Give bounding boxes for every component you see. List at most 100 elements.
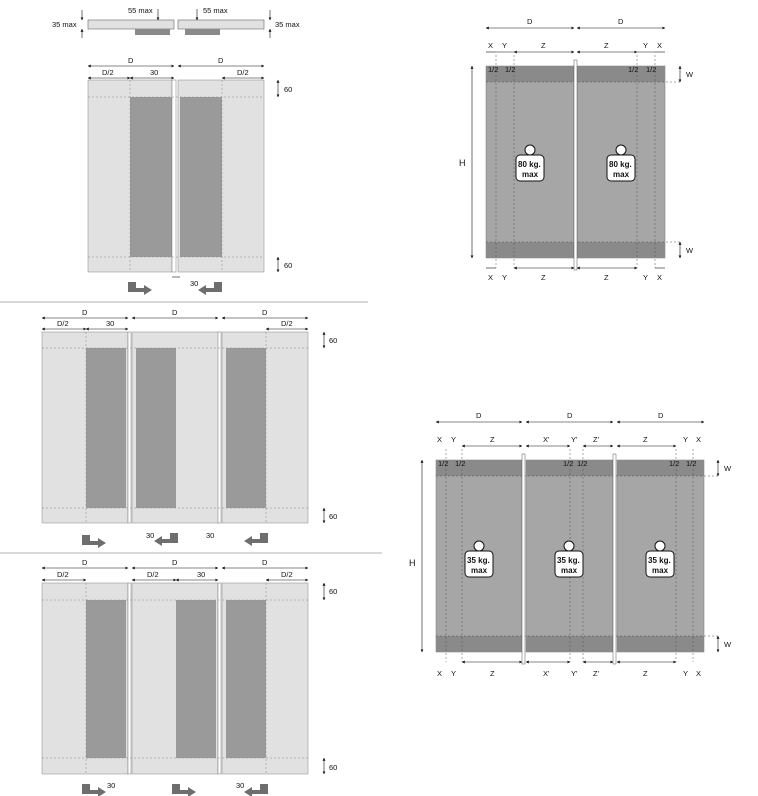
dim-X-r4: X [657, 273, 662, 282]
dim-D-c3: D [262, 558, 268, 567]
dim-30-c2: 30 [107, 781, 115, 790]
dim-Z-s4: Z [643, 669, 648, 678]
dim-Z2-s: Z' [593, 435, 600, 444]
dim-D-a2: D [218, 56, 224, 65]
weight-unit-s1: max [471, 566, 488, 575]
dim-60-c-bot: 60 [329, 763, 337, 772]
tick-s5: 1/2 [669, 459, 679, 468]
dim-Z-s1: Z [490, 435, 495, 444]
slide-left-arrow-icon-b1 [154, 533, 178, 546]
tick-s6: 1/2 [686, 459, 696, 468]
tick-s4: 1/2 [577, 459, 587, 468]
dim-30-b1: 30 [106, 319, 114, 328]
slide-right-arrow-icon-c2 [172, 784, 196, 796]
slide-left-arrow-icon [198, 282, 222, 295]
weight-icon: 35 kg. max [464, 540, 494, 578]
dim-D-r2: D [618, 17, 624, 26]
dim-Dhalf-c3: D/2 [281, 570, 293, 579]
layout-three-doors-b: D D D D/2 30 D/2 60 60 30 30 [41, 308, 337, 548]
tick-r4: 1/2 [646, 65, 656, 74]
slide-right-arrow-icon-b [82, 535, 106, 548]
weight-value-r1: 80 kg. [518, 160, 541, 169]
dim-30-c1: 30 [197, 570, 205, 579]
dim-Dhalf-a1: D/2 [102, 68, 114, 77]
weight-unit-r2: max [613, 170, 630, 179]
dim-D-s2: D [567, 411, 573, 420]
right-profile-note: 35 max [275, 20, 300, 29]
slide-right-arrow-icon [128, 282, 152, 295]
tick-r2: 1/2 [505, 65, 515, 74]
dim-D-s3: D [658, 411, 664, 420]
dim-D-r1: D [527, 17, 533, 26]
dim-X-s3: X [437, 669, 442, 678]
dim-D-b1: D [82, 308, 88, 317]
dim-H-r: H [459, 158, 466, 168]
slide-left-arrow-icon-c [244, 784, 268, 796]
tick-s3: 1/2 [563, 459, 573, 468]
dim-W-r-bot: W [686, 246, 694, 255]
layout-two-doors-weight: D D X Y Z Z Y X 1/2 1/2 1/2 1/2 H W [459, 17, 694, 282]
dim-Y-r1: Y [502, 41, 507, 50]
tick-s2: 1/2 [455, 459, 465, 468]
mid-right-profile-note: 55 max [203, 6, 228, 15]
dim-Z-r2: Z [604, 41, 609, 50]
dim-Z-s3: Z [490, 669, 495, 678]
dim-D-c2: D [172, 558, 178, 567]
layout-three-doors-c: D D D D/2 D/2 30 D/2 60 60 30 30 [41, 558, 337, 796]
weight-unit-s3: max [652, 566, 669, 575]
dim-Y-s2: Y [683, 435, 688, 444]
dim-30-c3: 30 [236, 781, 244, 790]
dim-30-b3: 30 [206, 531, 214, 540]
dim-D-b3: D [262, 308, 268, 317]
dim-Y-s1: Y [451, 435, 456, 444]
dim-Z-s2: Z [643, 435, 648, 444]
dim-Dhalf-c2: D/2 [147, 570, 159, 579]
dim-Z-r3: Z [541, 273, 546, 282]
dim-60-a-bot: 60 [284, 261, 292, 270]
dim-Y-s4: Y [683, 669, 688, 678]
dim-Z-r4: Z [604, 273, 609, 282]
dim-30-b2: 30 [146, 531, 154, 540]
dim-Y-r4: Y [643, 273, 648, 282]
dim-W-r-top: W [686, 70, 694, 79]
dim-60-a-top: 60 [284, 85, 292, 94]
dim-W-s-top: W [724, 464, 732, 473]
dim-X-r1: X [488, 41, 493, 50]
profile-strip: 35 max 55 max 55 max 35 max [52, 6, 300, 38]
dim-Y2-s2: Y' [571, 669, 578, 678]
dim-H-s: H [409, 558, 416, 568]
dim-D-b2: D [172, 308, 178, 317]
weight-value-s1: 35 kg. [467, 556, 490, 565]
weight-value-s3: 35 kg. [648, 556, 671, 565]
weight-icon: 35 kg. max [645, 540, 675, 578]
dim-30-a-bot: 30 [190, 279, 198, 288]
mid-left-profile-note: 55 max [128, 6, 153, 15]
tick-r3: 1/2 [628, 65, 638, 74]
dim-30-a1: 30 [150, 68, 158, 77]
dim-60-c-top: 60 [329, 587, 337, 596]
slide-left-arrow-icon-b2 [244, 533, 268, 546]
dim-60-b-bot: 60 [329, 512, 337, 521]
dim-D-a1: D [128, 56, 134, 65]
dim-Z2-s2: Z' [593, 669, 600, 678]
dim-Dhalf-b1: D/2 [57, 319, 69, 328]
dim-X-s2: X [696, 435, 701, 444]
dim-X2-s2: X' [543, 669, 550, 678]
weight-icon: 35 kg. max [554, 540, 584, 578]
weight-value-r2: 80 kg. [609, 160, 632, 169]
dim-Dhalf-a2: D/2 [237, 68, 249, 77]
weight-value-s2: 35 kg. [557, 556, 580, 565]
dim-X-r2: X [657, 41, 662, 50]
layout-two-doors: D D D/2 30 D/2 60 60 30 [87, 56, 292, 295]
dim-Y-r2: Y [643, 41, 648, 50]
weight-icon: 80 kg. max [515, 144, 545, 182]
weight-unit-s2: max [561, 566, 578, 575]
left-profile-note: 35 max [52, 20, 77, 29]
layout-three-doors-weight: D D D X Y Z X' Y' Z' Z Y X 1/2 1/2 1/2 [409, 411, 732, 678]
dim-60-b-top: 60 [329, 336, 337, 345]
dim-W-s-bot: W [724, 640, 732, 649]
dim-D-c1: D [82, 558, 88, 567]
dim-Dhalf-c1: D/2 [57, 570, 69, 579]
weight-icon: 80 kg. max [606, 144, 636, 182]
